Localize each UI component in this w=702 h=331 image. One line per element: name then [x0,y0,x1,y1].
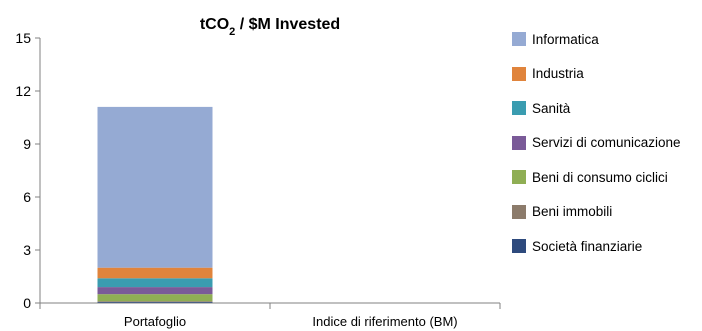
legend-label: Beni immobili [532,204,613,220]
legend-item: Società finanziarie [512,229,702,264]
legend-swatch [512,170,526,185]
y-tick-label: 15 [15,30,31,46]
legend-item: Beni immobili [512,195,702,230]
y-tick-label: 3 [23,242,31,258]
legend-swatch [512,204,526,219]
legend-item: Servizi di comunicazione [512,126,702,161]
y-tick-label: 12 [15,83,31,99]
bars [97,106,213,303]
legend-item: Industria [512,57,702,92]
legend-swatch [512,239,526,254]
legend-item: Sanità [512,91,702,126]
y-tick-label: 9 [23,136,31,152]
x-category-label: Portafoglio [124,314,186,329]
chart-title-subscript: 2 [229,26,235,38]
legend-swatch [512,101,526,116]
legend-swatch [512,32,526,47]
chart-title-main: tCO [200,16,229,33]
legend-label: Società finanziarie [532,238,643,254]
y-axis: 0 3 6 9 12 15 [15,30,41,311]
bar-segment [97,301,213,303]
y-tick-label: 0 [23,295,31,311]
x-category-label: Indice di riferimento (BM) [312,314,457,329]
legend: Informatica Industria Sanità Servizi di com… [512,22,702,264]
bar-segment [97,278,213,288]
x-axis: Portafoglio Indice di riferimento (BM) [39,302,501,329]
bar-segment [97,294,213,302]
chart-title-suffix: / $M Invested [235,16,340,33]
legend-label: Industria [532,66,584,82]
legend-item: Beni di consumo ciclici [512,160,702,195]
legend-label: Informatica [532,31,599,47]
legend-swatch [512,66,526,81]
bar-segment [97,302,213,303]
chart-title: tCO2 / $M Invested [200,16,340,38]
legend-item: Informatica [512,22,702,57]
legend-label: Beni di consumo ciclici [532,169,668,185]
legend-label: Servizi di comunicazione [532,135,681,151]
bar-segment [97,267,213,279]
legend-label: Sanità [532,100,571,116]
y-tick-label: 6 [23,189,31,205]
bar-segment [97,287,213,295]
legend-swatch [512,135,526,150]
bar-segment [97,106,213,268]
